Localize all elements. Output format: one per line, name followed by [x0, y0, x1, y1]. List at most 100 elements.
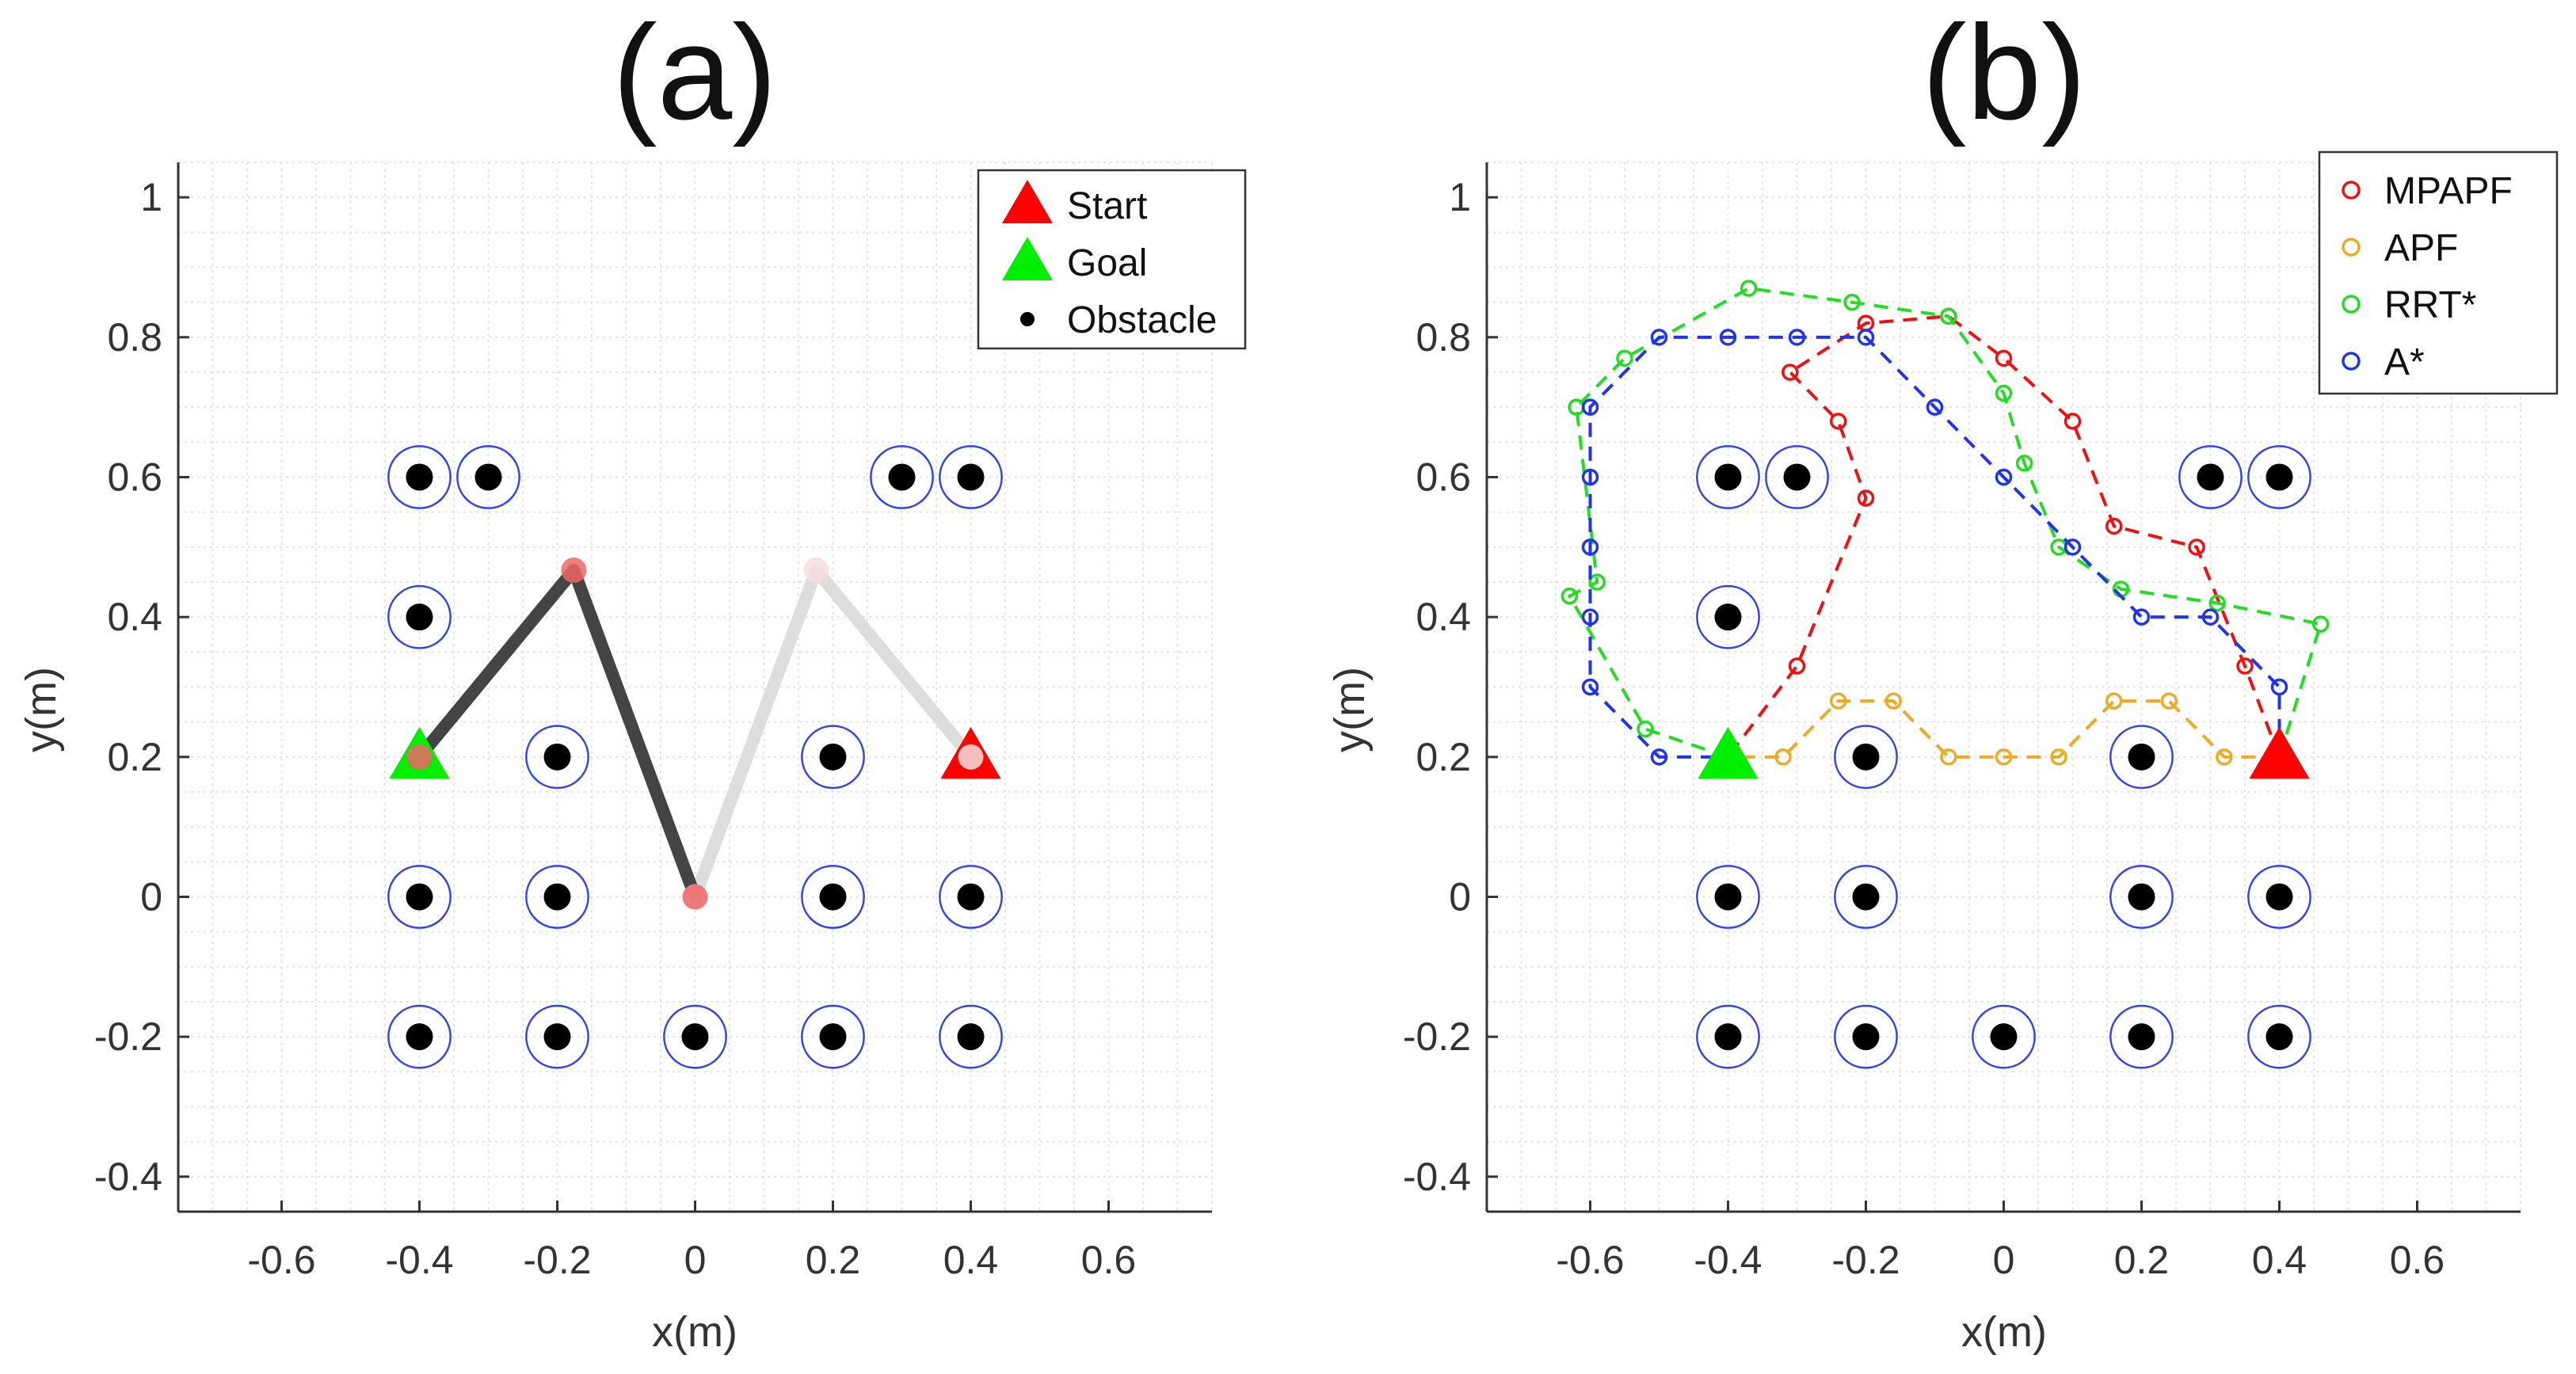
series-point — [1581, 398, 1599, 416]
legend-label: MPAPF — [2384, 170, 2513, 212]
obstacle-dot — [681, 1023, 709, 1051]
obstacle-dot — [406, 1023, 433, 1051]
obstacle-safety-circle — [1696, 445, 1760, 509]
panel-a-ylabel: y(m) — [17, 667, 65, 752]
obstacle-safety-circle — [939, 1004, 1003, 1069]
obstacle-safety-circle — [801, 865, 865, 929]
obstacle-safety-circle — [387, 865, 452, 929]
y-tick-label: 1 — [1449, 175, 1471, 219]
obstacle-dot — [2265, 463, 2293, 491]
legend-marker — [2342, 352, 2361, 371]
panel-b-ylabel: y(m) — [1326, 667, 1374, 752]
y-tick-label: -0.2 — [1403, 1014, 1471, 1059]
series-point — [1940, 307, 1957, 325]
x-tick-label: 0.6 — [1081, 1238, 1137, 1282]
series-point — [2201, 608, 2220, 626]
x-tick-label: 0 — [684, 1238, 707, 1282]
legend-label: Start — [1067, 185, 1147, 227]
obstacle-safety-circle — [801, 725, 865, 790]
obstacle-safety-circle — [2109, 1004, 2174, 1069]
obstacle-safety-circle — [1696, 1004, 1760, 1069]
series-point — [1995, 748, 2013, 766]
x-tick-label: -0.4 — [385, 1238, 453, 1282]
y-tick-label: 0.6 — [1416, 455, 1471, 500]
legend-marker — [2342, 238, 2361, 257]
series-point — [2236, 657, 2254, 675]
series-point — [1774, 748, 1792, 766]
obstacle-dot — [2128, 883, 2155, 911]
series-point — [1995, 384, 2013, 402]
x-tick-label: 0.2 — [2114, 1238, 2170, 1282]
obstacle-safety-circle — [2109, 725, 2174, 790]
obstacle-safety-circle — [2109, 865, 2174, 929]
obstacle-dot — [474, 463, 502, 491]
legend-marker-start — [1002, 180, 1053, 224]
arm-joint — [958, 744, 984, 770]
obstacle-dot — [819, 883, 847, 911]
series-line — [1726, 314, 2281, 759]
goal-marker — [1698, 726, 1759, 779]
x-tick-label: 0.2 — [806, 1238, 861, 1282]
series-point — [1857, 329, 1875, 346]
legend-label: RRT* — [2384, 284, 2476, 326]
obstacle-dot — [1714, 603, 1742, 631]
y-tick-label: -0.4 — [1403, 1155, 1471, 1199]
series-line — [1728, 699, 2280, 759]
series-point — [2105, 692, 2123, 710]
series-point — [2270, 678, 2288, 696]
series-point — [2063, 413, 2082, 430]
legend-label: APF — [2384, 227, 2458, 269]
obstacle-safety-circle — [525, 725, 589, 790]
series-point — [1995, 468, 2013, 486]
y-tick-label: 0 — [1449, 875, 1471, 919]
obstacle-safety-circle — [387, 445, 452, 509]
obstacle-safety-circle — [939, 865, 1003, 929]
x-tick-label: -0.2 — [523, 1238, 591, 1282]
series-point — [1740, 280, 1758, 297]
series-point — [1650, 748, 1668, 766]
obstacle-safety-circle — [387, 584, 452, 649]
legend-marker-obstacle — [1020, 312, 1035, 326]
obstacle-dot — [406, 463, 433, 491]
obstacle-safety-circle — [663, 1004, 727, 1069]
obstacle-dot — [543, 883, 571, 911]
x-tick-label: 0 — [1993, 1238, 2015, 1282]
obstacle-safety-circle — [525, 865, 589, 929]
obstacle-safety-circle — [456, 445, 520, 509]
obstacle-safety-circle — [1834, 725, 1898, 790]
obstacle-safety-circle — [939, 445, 1003, 509]
obstacle-dot — [2197, 463, 2224, 491]
obstacle-safety-circle — [525, 1004, 589, 1069]
series-point — [1788, 657, 1806, 675]
series-point — [1560, 587, 1579, 605]
series-point — [1829, 692, 1847, 710]
panel-a: (a) x(m) y(m) -0.6 -0.4 -0.2 0 0.2 0.4 0.6 -0.4… — [17, 0, 1247, 1356]
panel-b: (b) x(m) y(m) -0.6 -0.4 -0.2 0 0.2 0.4 0.6 -0.4… — [1326, 0, 2559, 1356]
series-rrt-star — [1560, 280, 2330, 766]
obstacle-dot — [1714, 463, 1742, 491]
panel-b-xlabel: x(m) — [1961, 1308, 2047, 1356]
obstacle-safety-circle — [387, 1004, 452, 1069]
series-point — [1843, 293, 1861, 311]
obstacles — [1696, 445, 2311, 1069]
obstacle-dot — [957, 1023, 985, 1051]
obstacle-dot — [543, 743, 571, 771]
obstacle-dot — [1783, 463, 1811, 491]
start-marker — [2249, 726, 2310, 779]
obstacle-dot — [819, 743, 847, 771]
legend: Start Goal Obstacle — [977, 169, 1247, 350]
legend: MPAPF APF RRT* A* — [2318, 150, 2559, 395]
obstacle-safety-circle — [1834, 1004, 1898, 1069]
obstacle-safety-circle — [2247, 865, 2311, 929]
series-line — [1567, 286, 2323, 759]
series-point — [1581, 608, 1599, 626]
y-tick-label: 0.2 — [107, 735, 162, 779]
x-tick-label: -0.6 — [1556, 1238, 1624, 1282]
series-point — [2311, 615, 2330, 633]
series-point — [2015, 455, 2033, 472]
y-tick-label: 0.8 — [107, 315, 162, 360]
series-point — [2132, 608, 2151, 626]
panel-a-title: (a) — [612, 0, 777, 148]
series-point — [1781, 363, 1799, 381]
x-tick-label: 0.4 — [2252, 1238, 2307, 1282]
